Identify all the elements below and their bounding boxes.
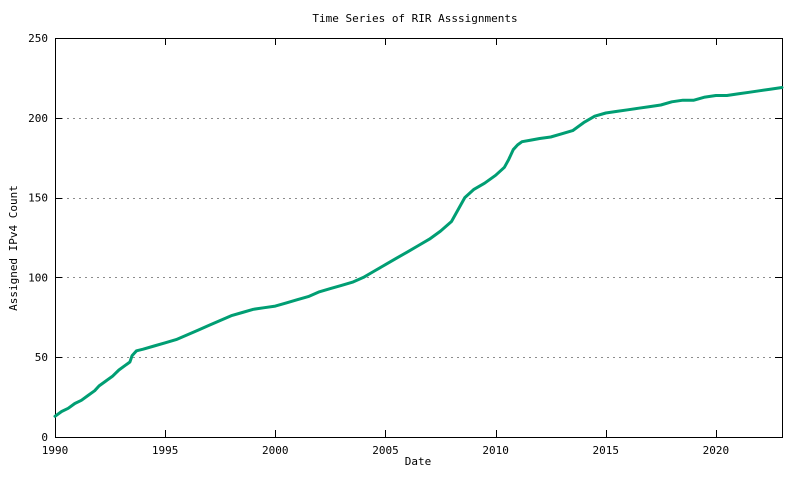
y-axis-label: Assigned IPv4 Count [7,185,20,311]
chart-title: Time Series of RIR Asssignments [312,12,517,25]
x-tick-label: 2020 [703,444,730,457]
x-tick-label: 1990 [42,444,69,457]
y-tick-label: 0 [41,431,48,444]
y-tick-label: 200 [28,112,48,125]
plot-border [55,38,783,438]
x-tick-label: 2010 [482,444,509,457]
x-tick-label: 2000 [262,444,289,457]
x-tick-label: 1995 [152,444,179,457]
y-tick-label: 250 [28,32,48,45]
y-tick-label: 150 [28,192,48,205]
y-tick-label: 50 [35,351,48,364]
data-line [53,86,784,418]
x-tick-label: 2005 [372,444,399,457]
x-tick-label: 2015 [593,444,620,457]
plot-area: 0 50 100 150 200 250 1990 1995 2000 2005 2010 2015 2… [28,32,784,457]
x-axis-label: Date [405,455,432,468]
y-tick-label: 100 [28,271,48,284]
